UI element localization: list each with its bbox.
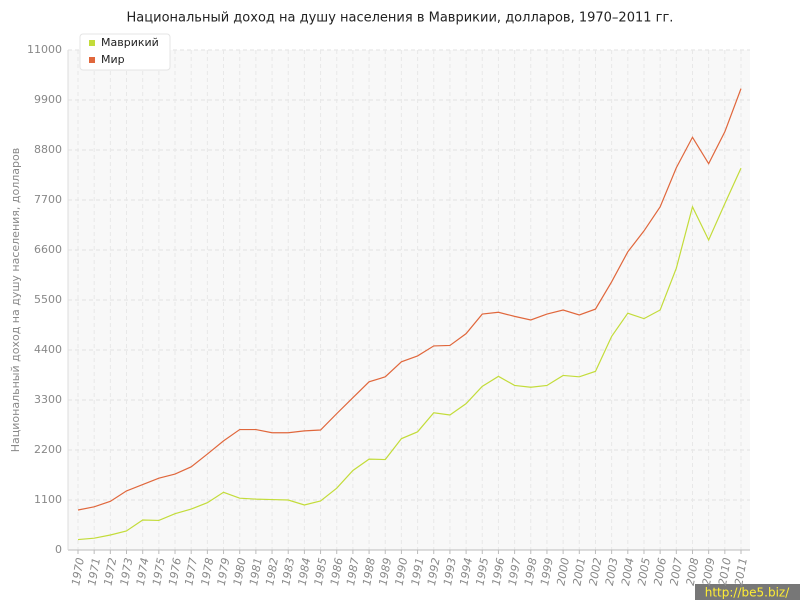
x-tick-label: 1977	[182, 557, 200, 587]
y-tick-label: 9900	[34, 93, 62, 106]
x-tick-label: 1970	[69, 557, 87, 587]
x-tick-label: 1975	[150, 557, 168, 587]
x-tick-label: 1996	[490, 557, 508, 587]
x-tick-label: 2009	[700, 557, 718, 587]
x-tick-label: 1971	[85, 557, 103, 587]
x-tick-label: 1994	[457, 557, 475, 587]
x-tick-label: 1973	[118, 557, 136, 587]
x-tick-label: 1979	[215, 557, 233, 587]
y-tick-label: 7700	[34, 193, 62, 206]
x-tick-label: 1993	[441, 557, 459, 587]
x-tick-label: 2002	[587, 557, 605, 587]
y-tick-label: 8800	[34, 143, 62, 156]
legend-box	[79, 33, 171, 71]
x-tick-label: 1972	[102, 557, 120, 587]
x-tick-label: 1988	[360, 557, 378, 587]
legend-swatch	[89, 40, 95, 46]
y-tick-label: 2200	[34, 443, 62, 456]
x-tick-label: 2008	[684, 557, 702, 587]
x-tick-label: 1995	[474, 557, 492, 587]
chart-title: Национальный доход на душу населения в М…	[127, 11, 674, 26]
x-tick-label: 1974	[134, 557, 152, 587]
legend-label: Мир	[101, 53, 125, 66]
x-tick-label: 1989	[376, 557, 394, 587]
x-tick-label: 1997	[506, 557, 524, 587]
x-tick-label: 1976	[166, 557, 184, 587]
x-tick-label: 2007	[668, 557, 686, 587]
legend-swatch	[89, 57, 95, 63]
x-tick-label: 2011	[732, 557, 750, 587]
y-tick-label: 6600	[34, 243, 62, 256]
x-tick-label: 2004	[619, 557, 637, 587]
x-tick-label: 1984	[296, 557, 314, 587]
x-tick-label: 1990	[393, 557, 411, 587]
y-tick-label: 1100	[34, 493, 62, 506]
legend: Маврикий Мир	[79, 33, 171, 71]
y-axis-label: Национальный доход на душу населения, до…	[9, 148, 22, 452]
x-tick-label: 1982	[263, 557, 281, 587]
series-line	[77, 88, 742, 511]
x-tick-label: 1987	[344, 557, 362, 587]
x-tick-label: 1980	[231, 557, 249, 587]
x-tick-label: 1991	[409, 557, 427, 587]
x-tick-label: 2001	[571, 557, 589, 587]
y-tick-label: 5500	[34, 293, 62, 306]
x-tick-label: 2006	[651, 557, 669, 587]
series-line	[77, 167, 742, 541]
x-tick-label: 2003	[603, 557, 621, 587]
x-tick-label: 2005	[635, 557, 653, 587]
x-tick-label: 1985	[312, 557, 330, 587]
x-tick-label: 1978	[199, 557, 217, 587]
watermark: http://be5.biz/	[705, 586, 790, 600]
x-tick-label: 2010	[716, 557, 734, 587]
x-tick-label: 1999	[538, 557, 556, 587]
x-tick-label: 2000	[554, 557, 572, 587]
legend-label: Маврикий	[101, 36, 159, 49]
y-tick-label: 11000	[27, 43, 62, 56]
y-tick-label: 3300	[34, 393, 62, 406]
x-tick-label: 1986	[328, 557, 346, 587]
watermark-bg	[695, 584, 800, 600]
y-tick-label: 0	[55, 543, 62, 556]
x-tick-label: 1992	[425, 557, 443, 587]
x-tick-label: 1981	[247, 557, 265, 587]
x-tick-label: 1998	[522, 557, 540, 587]
y-tick-label: 4400	[34, 343, 62, 356]
x-tick-label: 1983	[279, 557, 297, 587]
